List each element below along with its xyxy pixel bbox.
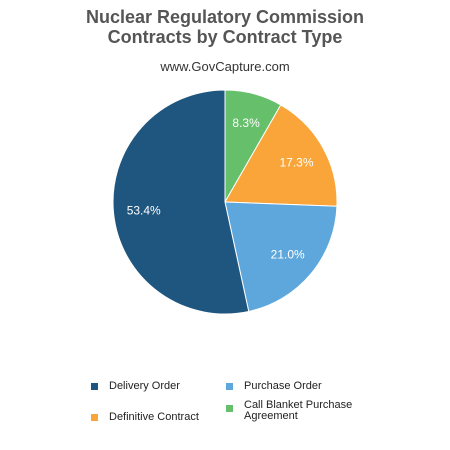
legend-swatch-definitive-contract bbox=[91, 414, 98, 421]
chart-title-line-1: Nuclear Regulatory Commission bbox=[85, 7, 365, 27]
legend-swatch-call-blanket-purchase-agreement bbox=[226, 405, 233, 412]
pie-slice-label-definitive-contract: 17.3% bbox=[280, 155, 314, 169]
pie-slice-purchase-order bbox=[224, 201, 338, 313]
legend-label-call-blanket-purchase-agreement: Call Blanket Purchase Agreement bbox=[244, 399, 353, 422]
legend-swatch-delivery-order bbox=[91, 383, 98, 390]
legend-label-purchase-order: Purchase Order bbox=[244, 380, 322, 392]
pie-slice-definitive-contract bbox=[224, 104, 338, 207]
chart-subtitle: www.GovCapture.com bbox=[160, 59, 290, 74]
pie-slice-label-purchase-order: 21.0% bbox=[271, 248, 305, 262]
pie-slice-delivery-order bbox=[112, 89, 250, 315]
legend-label-definitive-contract: Definitive Contract bbox=[109, 411, 199, 423]
pie-slice-label-call-blanket-purchase-agreement: 8.3% bbox=[232, 116, 260, 130]
chart-title-line-2: Contracts by Contract Type bbox=[107, 27, 343, 47]
legend-label-delivery-order: Delivery Order bbox=[109, 380, 180, 392]
legend-swatch-purchase-order bbox=[226, 383, 233, 390]
pie-slice-label-delivery-order: 53.4% bbox=[127, 204, 161, 218]
